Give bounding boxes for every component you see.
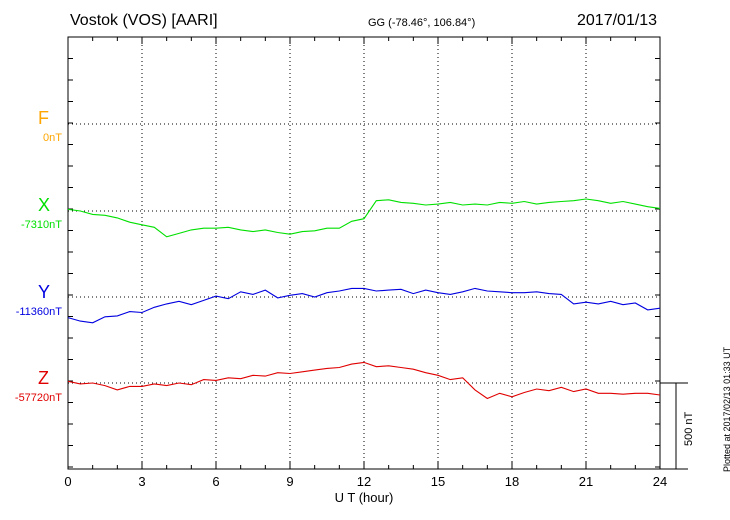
scale-bar-label: 500 nT (683, 411, 695, 446)
x-tick-label: 18 (505, 474, 519, 489)
x-tick-label: 24 (653, 474, 667, 489)
x-tick-label: 21 (579, 474, 593, 489)
legend-label-y: Y (38, 282, 51, 302)
chart-date: 2017/01/13 (577, 12, 658, 29)
axis-ticks (67, 36, 661, 469)
x-tick-label: 12 (357, 474, 371, 489)
plotted-timestamp: Plotted at 2017/02/13 01:33 UT (722, 346, 730, 472)
x-tick-label: 15 (431, 474, 445, 489)
x-tick-label: 6 (212, 474, 219, 489)
x-tick-label: 0 (64, 474, 71, 489)
chart-title: Vostok (VOS) [AARI] (70, 12, 218, 29)
legend-label-f: F (38, 108, 49, 128)
series-line-z (67, 361, 661, 400)
x-tick-label: 3 (138, 474, 145, 489)
x-tick-label: 9 (286, 474, 293, 489)
baseline-label-f: 0nT (43, 132, 62, 144)
x-tick-labels: 0 3 6 9 12 15 18 21 24 (64, 474, 667, 489)
station-coordinates: GG (-78.46°, 106.84°) (368, 17, 476, 29)
x-axis-label: U T (hour) (335, 490, 394, 505)
baseline-label-x: -7310nT (21, 219, 62, 231)
baseline-label-y: -11360nT (15, 306, 62, 318)
grid-lines (68, 37, 660, 469)
series-line-x (67, 198, 661, 238)
legend-label-x: X (38, 195, 51, 215)
legend-label-z: Z (38, 368, 49, 388)
series-line-y (67, 287, 661, 324)
data-series (67, 198, 661, 400)
scale-bar (660, 382, 688, 470)
baseline-label-z: -57720nT (14, 392, 62, 404)
